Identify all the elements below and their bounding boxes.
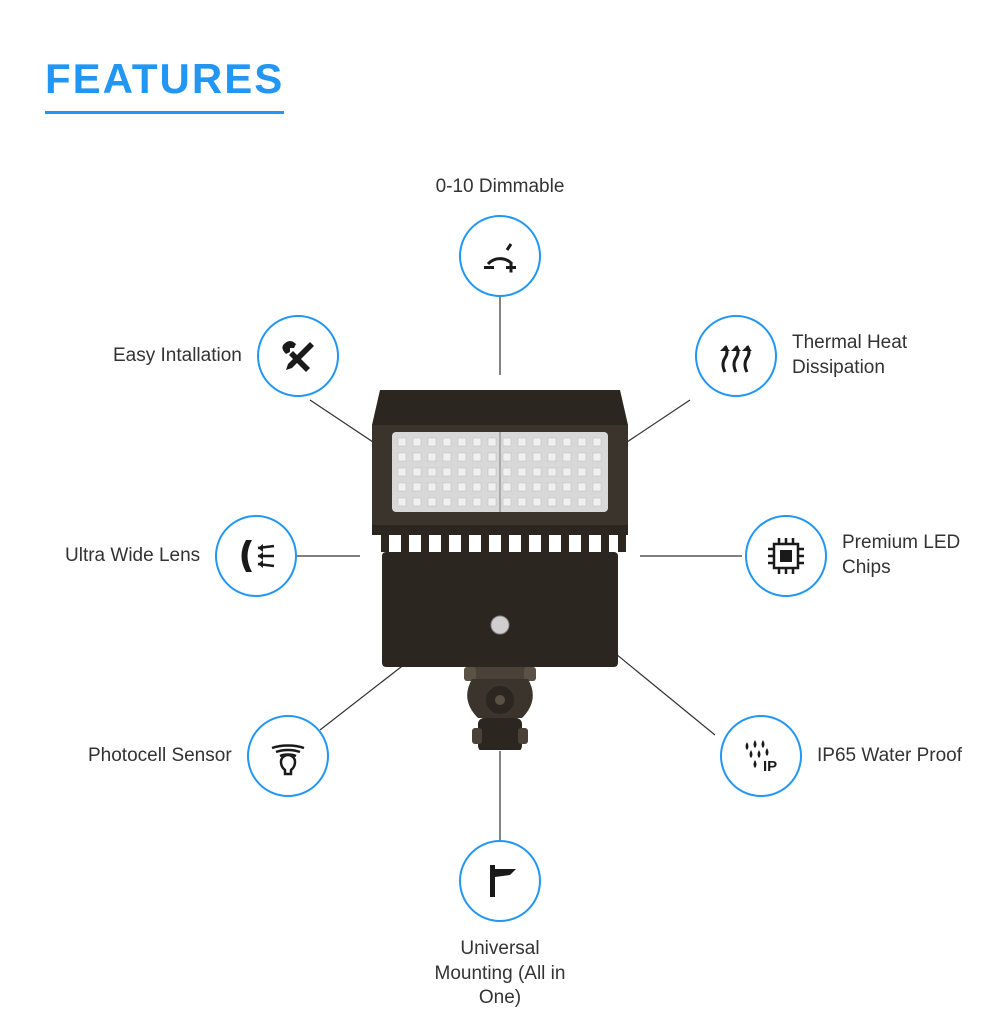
header: FEATURES bbox=[45, 55, 284, 114]
photocell-icon bbox=[247, 715, 329, 797]
wide-lens-icon bbox=[215, 515, 297, 597]
feature-chips: Premium LED Chips bbox=[745, 515, 992, 597]
feature-install: Easy Intallation bbox=[113, 315, 339, 397]
chip-icon bbox=[745, 515, 827, 597]
tools-icon bbox=[257, 315, 339, 397]
feature-mounting: Universal Mounting (All in One) bbox=[410, 840, 590, 1011]
feature-label: 0-10 Dimmable bbox=[436, 175, 565, 200]
feature-dimmable: 0-10 Dimmable bbox=[430, 175, 570, 297]
product-illustration bbox=[360, 370, 640, 750]
feature-label: Ultra Wide Lens bbox=[65, 544, 200, 569]
mount-bracket-icon bbox=[459, 840, 541, 922]
feature-diagram: 0-10 Dimmable Easy Intallation Thermal H… bbox=[0, 140, 1000, 1000]
feature-ip65: IP IP65 Water Proof bbox=[720, 715, 962, 797]
feature-photocell: Photocell Sensor bbox=[88, 715, 329, 797]
heat-arrows-icon bbox=[695, 315, 777, 397]
feature-label: IP65 Water Proof bbox=[817, 744, 962, 769]
feature-label: Photocell Sensor bbox=[88, 744, 232, 769]
feature-lens: Ultra Wide Lens bbox=[65, 515, 297, 597]
ip-rating-icon: IP bbox=[720, 715, 802, 797]
feature-thermal: Thermal Heat Dissipation bbox=[695, 315, 942, 397]
svg-text:IP: IP bbox=[763, 758, 777, 775]
feature-label: Premium LED Chips bbox=[842, 531, 992, 580]
dimmer-dial-icon bbox=[459, 215, 541, 297]
feature-label: Easy Intallation bbox=[113, 344, 242, 369]
features-title: FEATURES bbox=[45, 55, 284, 114]
feature-label: Thermal Heat Dissipation bbox=[792, 331, 942, 380]
